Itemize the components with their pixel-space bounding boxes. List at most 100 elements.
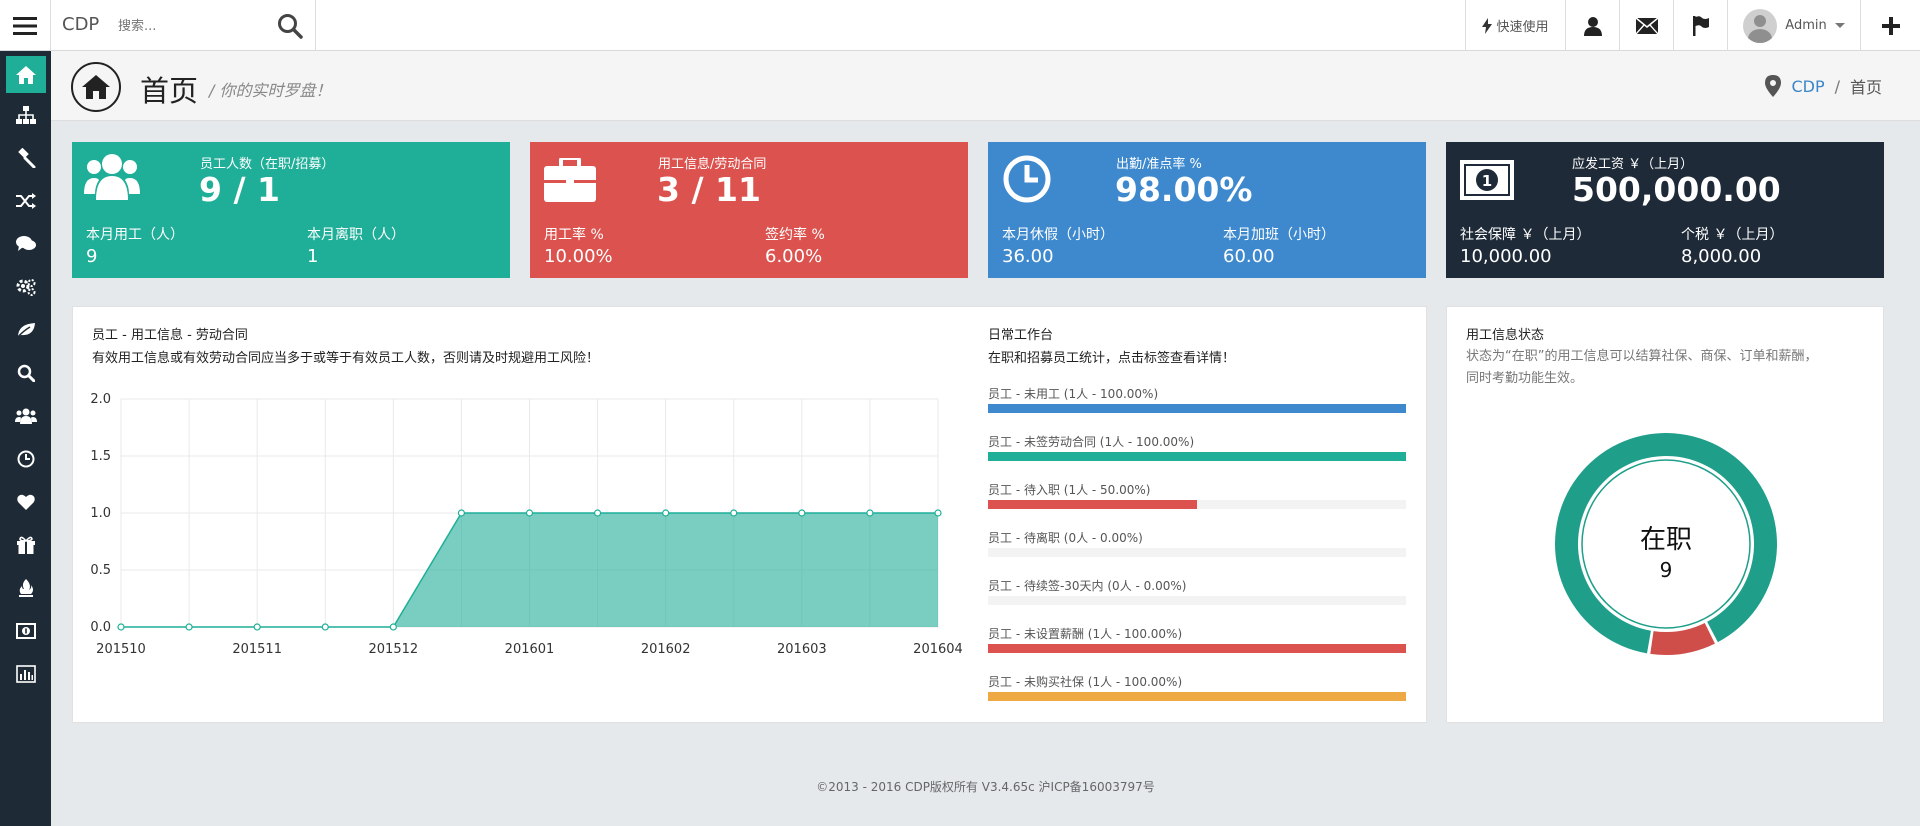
sidebar-item-messages[interactable] xyxy=(0,222,51,265)
add-button[interactable] xyxy=(1860,0,1920,51)
progress-track[interactable] xyxy=(988,596,1406,605)
progress-label[interactable]: 员工 - 未用工 (1人 - 100.00%) xyxy=(988,387,1159,401)
x-tick-label: 201511 xyxy=(232,642,282,657)
x-tick-label: 201510 xyxy=(96,642,146,657)
sidebar-item-attendance[interactable] xyxy=(0,437,51,480)
sitemap-icon xyxy=(15,105,36,124)
card-sub-label: 本月加班（小时） xyxy=(1223,227,1335,243)
sidebar-item-fire[interactable] xyxy=(0,566,51,609)
data-point xyxy=(934,509,942,517)
profile-button[interactable] xyxy=(1565,0,1619,51)
progress-fill xyxy=(988,452,1406,461)
sidebar-item-eco[interactable] xyxy=(0,308,51,351)
sidebar-item-benefits[interactable] xyxy=(0,523,51,566)
sidebar-item-transfer[interactable] xyxy=(0,179,51,222)
sidebar-item-organization[interactable] xyxy=(0,93,51,136)
sidebar-item-search[interactable] xyxy=(0,351,51,394)
envelope-icon xyxy=(1635,17,1658,34)
progress-track[interactable] xyxy=(988,452,1406,461)
stat-card-salary[interactable]: 1 应发工资 ￥（上月） 500,000.00 社会保障 ￥（上月） 个税 ￥（… xyxy=(1446,142,1884,278)
data-point xyxy=(866,509,874,517)
stat-card-attendance[interactable]: 出勤/准点率 % 98.00% 本月休假（小时） 本月加班（小时） 36.00 … xyxy=(988,142,1426,278)
breadcrumb-current: 首页 xyxy=(1849,78,1882,97)
area-chart: 2.0 1.5 1.0 0.5 0.0 201510 201511 201512 201601 2… xyxy=(90,392,963,657)
breadcrumb: CDP / 首页 xyxy=(1765,74,1882,98)
donut-segment-other[interactable] xyxy=(1650,622,1715,655)
progress-label[interactable]: 员工 - 未设置薪酬 (1人 - 100.00%) xyxy=(988,627,1183,641)
page-title: 首页 xyxy=(140,74,199,108)
clock-icon xyxy=(17,450,34,467)
card-sub-label: 签约率 % xyxy=(765,227,825,243)
sidebar-item-legal[interactable] xyxy=(0,136,51,179)
heart-icon xyxy=(16,494,35,510)
money-icon xyxy=(15,622,36,639)
avatar xyxy=(1743,8,1778,43)
messages-button[interactable] xyxy=(1619,0,1673,51)
x-tick-label: 201602 xyxy=(641,642,691,657)
search-button[interactable] xyxy=(276,12,304,40)
sidebar-item-reports[interactable] xyxy=(0,652,51,695)
footer-copyright: ©2013 - 2016 CDP版权所有 V3.4.65c 沪ICP备16003… xyxy=(816,780,1155,794)
y-tick-label: 0.0 xyxy=(90,620,111,635)
data-point xyxy=(798,509,806,517)
status-description: 状态为“在职”的用工信息可以结算社保、商保、订单和薪酬， 同时考勤功能生效。 xyxy=(1466,346,1817,390)
data-point xyxy=(593,509,602,517)
map-marker-icon xyxy=(1765,75,1782,97)
card-sub-value: 1 xyxy=(307,246,319,267)
search-input[interactable] xyxy=(118,14,268,38)
progress-fill xyxy=(988,500,1197,509)
notifications-button[interactable] xyxy=(1673,0,1727,51)
stat-card-contracts[interactable]: 用工信息/劳动合同 3 / 11 用工率 % 签约率 % 10.00% 6.00… xyxy=(530,142,968,278)
sidebar-item-welfare[interactable] xyxy=(0,480,51,523)
top-bar: CDP 快速使用 Admin xyxy=(0,0,1920,51)
sidebar-item-salary[interactable] xyxy=(0,609,51,652)
brand-label: CDP xyxy=(62,14,100,35)
data-point xyxy=(730,509,738,517)
home-icon xyxy=(82,75,110,99)
y-tick-label: 1.5 xyxy=(90,449,111,464)
sidebar-item-home[interactable] xyxy=(6,56,46,93)
card-title: 应发工资 ￥（上月） xyxy=(1572,157,1694,172)
progress-label[interactable]: 员工 - 待入职 (1人 - 50.00%) xyxy=(988,483,1151,497)
breadcrumb-root-link[interactable]: CDP xyxy=(1791,76,1825,96)
sidebar-item-settings[interactable] xyxy=(0,265,51,308)
progress-label[interactable]: 员工 - 待离职 (0人 - 0.00%) xyxy=(988,531,1143,545)
donut-center-value: 9 xyxy=(1659,558,1673,582)
user-menu[interactable]: Admin xyxy=(1727,0,1860,51)
data-point xyxy=(662,509,670,517)
menu-toggle-button[interactable] xyxy=(0,0,51,51)
card-sub-value: 9 xyxy=(86,246,98,267)
progress-track[interactable] xyxy=(988,500,1406,509)
progress-fill xyxy=(988,644,1406,653)
card-sub-label: 本月用工（人） xyxy=(86,227,184,243)
progress-track[interactable] xyxy=(988,548,1406,557)
card-sub-label: 用工率 % xyxy=(544,227,604,243)
workbench-title: 日常工作台 xyxy=(988,328,1054,343)
chart-title: 员工 - 用工信息 - 劳动合同 xyxy=(92,328,248,343)
progress-track[interactable] xyxy=(988,644,1406,653)
caret-down-icon xyxy=(1834,23,1845,28)
gavel-icon xyxy=(17,147,35,168)
leaf-icon xyxy=(15,322,35,338)
search-icon xyxy=(278,14,303,39)
stat-card-employees[interactable]: 员工人数（在职/招募） 9 / 1 本月用工（人） 本月离职（人） 9 1 xyxy=(72,142,510,278)
shuffle-icon xyxy=(15,192,36,209)
data-point xyxy=(253,623,261,631)
card-title: 出勤/准点率 % xyxy=(1116,157,1202,172)
card-sub-value: 10.00% xyxy=(544,246,613,267)
progress-label[interactable]: 员工 - 待续签-30天内 (0人 - 0.00%) xyxy=(988,579,1187,593)
quick-use-button[interactable]: 快速使用 xyxy=(1465,0,1565,51)
sidebar xyxy=(0,51,51,826)
card-sub-value: 6.00% xyxy=(765,246,823,267)
data-point xyxy=(117,623,125,631)
progress-track[interactable] xyxy=(988,404,1406,413)
donut-chart[interactable] xyxy=(1546,424,1786,664)
breadcrumb-separator: / xyxy=(1834,76,1840,96)
sidebar-item-employees[interactable] xyxy=(0,394,51,437)
gears-icon xyxy=(16,278,35,296)
comments-icon xyxy=(15,235,36,251)
progress-label[interactable]: 员工 - 未签劳动合同 (1人 - 100.00%) xyxy=(988,435,1195,449)
progress-track[interactable] xyxy=(988,692,1406,701)
data-point xyxy=(185,623,193,631)
progress-label[interactable]: 员工 - 未购买社保 (1人 - 100.00%) xyxy=(988,675,1183,689)
